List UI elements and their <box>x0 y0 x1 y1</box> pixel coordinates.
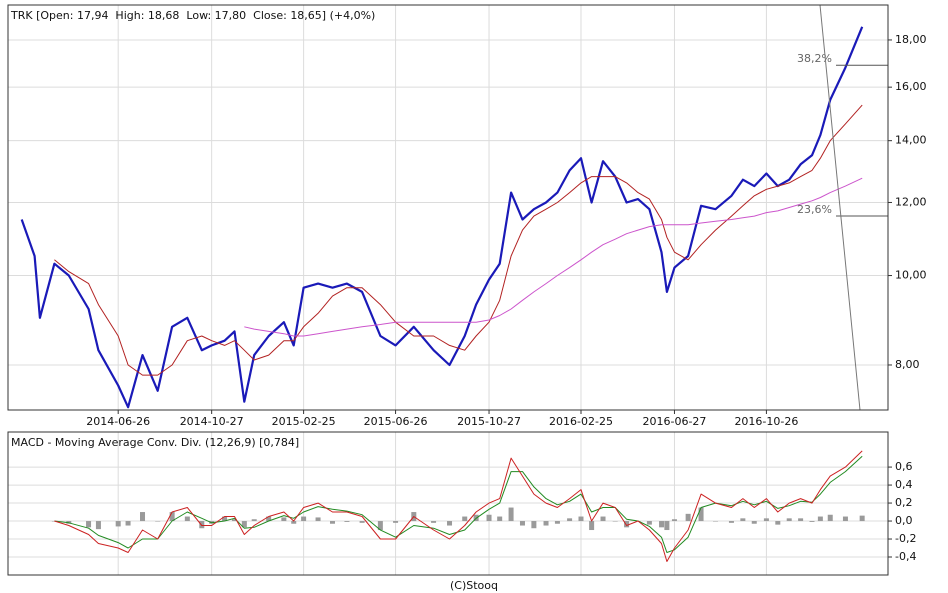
histogram-bar <box>612 521 618 522</box>
histogram-bar <box>567 518 573 522</box>
series-line <box>20 26 864 409</box>
x-tick-label: 2016-10-26 <box>734 415 798 428</box>
y-tick-label: 0,4 <box>895 478 913 491</box>
histogram-bar <box>329 521 335 524</box>
histogram-bar <box>763 518 769 522</box>
histogram-bar <box>554 521 560 524</box>
histogram-bar <box>231 519 237 522</box>
histogram-bar <box>486 514 492 522</box>
histogram-bar <box>712 521 718 522</box>
histogram-bar <box>827 514 833 522</box>
histogram-bar <box>659 521 665 528</box>
histogram-bar <box>125 521 131 526</box>
trend-line <box>819 5 861 410</box>
histogram-bar <box>115 521 121 527</box>
histogram-bar <box>222 516 228 522</box>
series-line <box>54 104 863 376</box>
histogram-bar <box>728 521 734 523</box>
y-tick-label: 0,2 <box>895 496 913 509</box>
histogram-bar <box>95 521 101 530</box>
histogram-bar <box>251 519 257 522</box>
histogram-bar <box>169 512 175 522</box>
fib-label: 38,2% <box>797 52 832 65</box>
histogram-bar <box>698 507 704 522</box>
x-tick-label: 2016-06-27 <box>642 415 706 428</box>
macd-panel: -0,4 -0,2 0,0 0,2 0,4 0,6 MACD - Moving Averag… <box>8 432 916 575</box>
histogram-bar <box>664 521 670 531</box>
price-frame <box>7 4 889 411</box>
y-tick-label: -0,2 <box>895 532 916 545</box>
series-line <box>54 455 863 553</box>
histogram-bar <box>377 521 383 531</box>
histogram-bar <box>543 521 549 526</box>
y-tick-label: -0,4 <box>895 550 916 563</box>
x-tick-label: 2014-06-26 <box>86 415 150 428</box>
histogram-bar <box>393 521 399 523</box>
series-line <box>54 450 863 562</box>
histogram-bar <box>624 521 630 528</box>
histogram-bar <box>740 518 746 522</box>
histogram-bar <box>519 521 525 526</box>
y-tick-label: 16,00 <box>895 80 927 93</box>
footer: (C)Stooq <box>450 579 498 592</box>
histogram-bar <box>359 521 365 523</box>
histogram-bar <box>775 521 781 525</box>
y-tick-label: 12,00 <box>895 195 927 208</box>
histogram-bar <box>508 507 514 522</box>
y-tick-label: 0,0 <box>895 514 913 527</box>
x-tick-label: 2014-10-27 <box>180 415 244 428</box>
x-tick-label: 2015-10-27 <box>457 415 521 428</box>
histogram-bar <box>431 521 437 523</box>
histogram-bar <box>301 516 307 522</box>
panel-title: MACD - Moving Average Conv. Div. (12,26,… <box>11 436 299 449</box>
histogram-bar <box>291 521 297 524</box>
histogram-bar <box>199 521 205 529</box>
y-tick-label: 0,6 <box>895 460 913 473</box>
histogram-bar <box>786 518 792 522</box>
histogram-bar <box>859 515 865 522</box>
panel-title: TRK [Open: 17,94 High: 18,68 Low: 17,80 … <box>10 9 375 22</box>
histogram-bar <box>344 521 350 522</box>
histogram-bar <box>281 517 287 522</box>
histogram-bar <box>462 516 468 522</box>
histogram-bar <box>646 521 652 525</box>
macd-frame <box>7 431 889 576</box>
histogram-bar <box>589 521 595 531</box>
histogram-bar <box>531 521 537 529</box>
histogram-bar <box>842 516 848 522</box>
histogram-bar <box>809 521 815 522</box>
histogram-bar <box>266 516 272 522</box>
y-tick-label: 10,00 <box>895 269 927 282</box>
fib-label: 23,6% <box>797 203 832 216</box>
histogram-bar <box>315 517 321 522</box>
y-tick-label: 18,00 <box>895 33 927 46</box>
histogram-bar <box>140 512 146 522</box>
histogram-bar <box>751 521 757 524</box>
histogram-bar <box>184 516 190 522</box>
series-line <box>244 177 863 337</box>
x-tick-label: 2015-02-25 <box>272 415 336 428</box>
histogram-bar <box>685 513 691 522</box>
x-tick-label: 2015-06-26 <box>364 415 428 428</box>
histogram-bar <box>578 516 584 522</box>
y-tick-label: 8,00 <box>895 358 920 371</box>
histogram-bar <box>86 521 92 528</box>
histogram-bar <box>497 516 503 522</box>
price-panel: 2014-06-26 2014-10-27 2015-02-25 2015-06-26… <box>8 5 927 428</box>
x-tick-label: 2016-02-25 <box>549 415 613 428</box>
histogram-bar <box>817 516 823 522</box>
histogram-bar <box>447 521 453 526</box>
histogram-bar <box>155 521 161 522</box>
histogram-bar <box>798 518 804 522</box>
histogram-bar <box>671 519 677 522</box>
y-tick-label: 14,00 <box>895 134 927 147</box>
histogram-bar <box>241 521 247 528</box>
histogram-bar <box>600 516 606 522</box>
